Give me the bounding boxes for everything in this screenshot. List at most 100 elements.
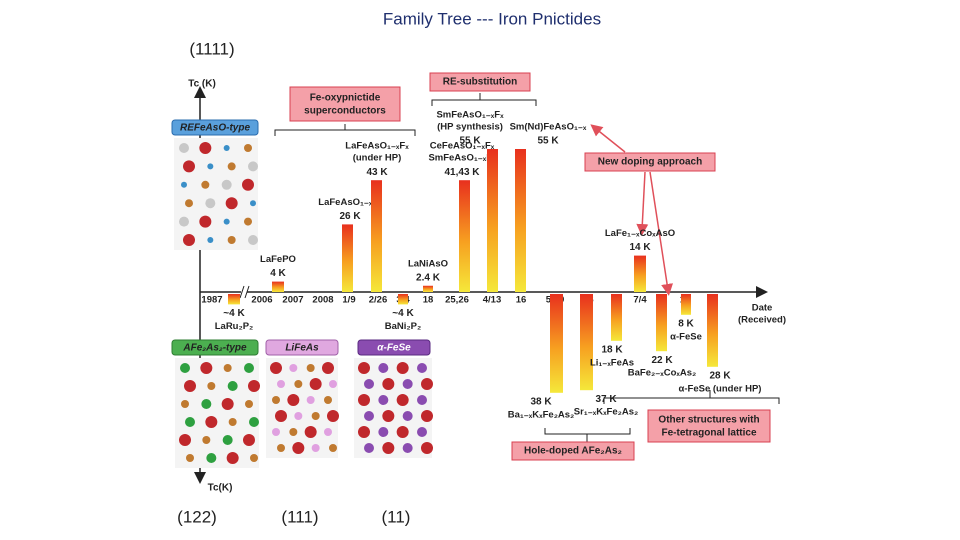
atom — [250, 454, 258, 462]
date-label: 1987 — [201, 295, 222, 306]
compound-label: α-FeSe — [670, 331, 702, 342]
atom — [221, 179, 232, 190]
atom — [311, 444, 320, 452]
compound-label: LaFeAsO₁₋ₓFₓ — [345, 141, 409, 152]
atom — [249, 417, 259, 427]
group-box — [584, 152, 716, 172]
atom — [185, 417, 195, 427]
compound-label: BaFe₂₋ₓCoₓAs₂ — [628, 368, 696, 379]
atom — [358, 426, 370, 438]
bracket — [274, 124, 416, 136]
atom — [277, 444, 285, 452]
compound-label: CeFeAsO₁₋ₓFₓ — [430, 141, 495, 152]
group-label: superconductors — [304, 106, 386, 117]
tc-label: ~4 K — [223, 308, 245, 319]
tc-bar — [272, 281, 284, 292]
atom — [358, 362, 370, 374]
tc-label: ~4 K — [392, 308, 414, 319]
atom — [222, 435, 233, 445]
structure-label: LiFeAs — [285, 343, 319, 354]
group-label: New doping approach — [598, 157, 702, 168]
structure-label: REFeAsO-type — [180, 123, 250, 134]
atom — [181, 400, 189, 408]
atom — [287, 394, 300, 406]
atom — [248, 161, 258, 172]
compound-label: LaFePO — [260, 254, 296, 265]
atom — [364, 411, 374, 421]
atom — [184, 380, 196, 392]
atom — [183, 234, 195, 246]
group-box — [429, 72, 531, 92]
atom — [228, 418, 237, 426]
group-box — [289, 86, 401, 122]
family-label: (1111) — [189, 39, 234, 58]
group-box — [647, 409, 771, 443]
atom — [324, 396, 332, 404]
atom — [205, 416, 218, 428]
atom — [272, 428, 280, 436]
atom — [382, 442, 395, 454]
compound-label: LaNiAsO — [408, 258, 448, 269]
compound-label: Sm(Nd)FeAsO₁₋ₓ — [510, 122, 587, 133]
date-label: 2007 — [282, 295, 303, 306]
date-label: 16 — [516, 295, 527, 306]
compound-label: SmFeAsO₁₋ₓFₓ — [428, 153, 496, 164]
atom — [207, 163, 214, 170]
atom — [378, 363, 389, 373]
atom — [364, 379, 374, 389]
atom — [179, 216, 189, 227]
tc-bar — [611, 294, 622, 341]
atom — [226, 452, 239, 464]
atom — [329, 444, 337, 452]
compound-label: Sr₁₋ₓKₓFe₂As₂ — [574, 407, 638, 418]
atom — [227, 381, 238, 391]
crystal-panel — [174, 138, 258, 250]
atom — [207, 382, 216, 390]
tc-label: 43 K — [366, 167, 388, 178]
tc-label: 28 K — [709, 370, 731, 381]
atom — [275, 410, 287, 422]
tc-bar — [398, 294, 408, 305]
atom — [402, 443, 413, 453]
atom — [396, 426, 409, 438]
group-label: Fe-tetragonal lattice — [661, 428, 756, 439]
tc-label: 22 K — [651, 355, 673, 366]
tc-bar — [342, 224, 353, 292]
atom — [309, 378, 322, 390]
atom — [294, 412, 303, 420]
atom — [270, 362, 282, 374]
tc-label: 37 K — [595, 394, 617, 405]
date-label: 1/9 — [342, 295, 355, 306]
compound-label: SmFeAsO₁₋ₓFₓ — [436, 110, 504, 121]
tc-label: 41,43 K — [444, 167, 480, 178]
atom — [207, 237, 214, 243]
group-label: Hole-doped AFe₂As₂ — [524, 446, 622, 457]
atom — [250, 200, 256, 207]
atom — [292, 442, 305, 454]
arrow — [590, 124, 626, 153]
tc-bar — [634, 255, 646, 292]
compound-label: LaRu₂P₂ — [215, 321, 254, 332]
atom — [306, 396, 315, 404]
tc-bar — [580, 294, 593, 391]
atom — [329, 380, 337, 388]
compound-label: LaFe₁₋ₓCoₓAsO — [605, 228, 675, 239]
structure-tag — [171, 339, 259, 356]
atom — [223, 145, 230, 151]
tc-label: 38 K — [530, 396, 552, 407]
axis-label: Tc (K) — [188, 79, 216, 90]
compound-label: LaFeAsO₁₋ₓFₓ — [318, 197, 382, 208]
atom — [244, 363, 254, 373]
atom — [221, 398, 234, 410]
atom — [421, 442, 433, 454]
compound-label: α-FeSe (under HP) — [679, 383, 762, 394]
tc-label: 14 K — [629, 242, 651, 253]
atom — [324, 428, 332, 436]
atom — [181, 181, 187, 188]
atom — [201, 180, 210, 189]
atom — [201, 399, 212, 409]
group-label: Fe-oxypnictide — [310, 93, 381, 104]
crystal-panel — [354, 358, 432, 458]
atom — [179, 434, 191, 446]
